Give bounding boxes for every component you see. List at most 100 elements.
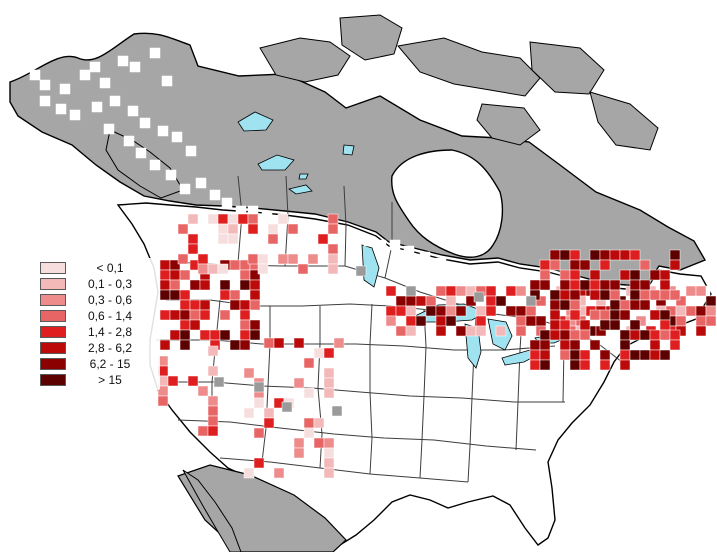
prairie-north-cell [217,263,229,275]
western-core-cell [239,279,251,291]
maritime-core-cell [569,359,581,371]
maritime-core-cell [649,339,661,351]
northeast-band-cell [425,305,437,317]
southwest-cell [303,357,315,369]
maritime-core-cell [599,319,611,331]
absence-cell [185,145,197,157]
western-core-cell [199,299,211,311]
absence-cell [127,105,139,117]
southwest-cell [243,467,255,479]
absence-cell [419,251,431,263]
maritime-core-cell [549,289,561,301]
southwest-cell [243,367,255,379]
absence-cell [195,177,207,189]
northeast-band-cell [515,305,527,317]
prairie-north-cell [257,263,269,275]
western-core-cell [179,329,191,341]
northeast-band-cell [405,295,417,307]
maritime-core-cell [579,319,591,331]
legend-item: < 0,1 [40,260,156,276]
maritime-core-cell [569,279,581,291]
maritime-core-cell [669,249,681,261]
southwest-cell [313,437,325,449]
arctic-island-4 [529,41,605,95]
lake-athabasca [288,184,313,195]
occupancy-grid-cells [29,47,717,479]
prairie-north-cell [257,253,269,265]
northeast-band-cell [685,285,697,297]
maritime-core-cell [559,319,571,331]
northeast-band-cell [445,315,457,327]
absence-cell [161,75,173,87]
maritime-core-cell [589,249,601,261]
prairie-north-cell [287,253,299,265]
northeast-band-cell [505,305,517,317]
maritime-core-cell [619,359,631,371]
pacific-cell [207,395,219,407]
maritime-core-cell [629,299,641,311]
prairie-north-cell [207,263,219,275]
absence-cell [59,83,71,95]
western-core-cell [179,339,191,351]
western-core-cell [169,269,181,281]
northeast-band-cell [695,315,707,327]
legend-item: 1,4 - 2,8 [40,324,156,340]
prairie-north-cell [267,223,279,235]
arctic-island-3 [397,37,541,97]
western-core-cell [199,329,211,341]
maritime-core-cell [589,339,601,351]
absence-cell [135,147,147,159]
maritime-core-cell [559,329,571,341]
maritime-core-cell [609,279,621,291]
western-core-cell [239,319,251,331]
absence-cell [349,231,361,243]
western-core-cell [239,329,251,341]
province-boundary-3 [343,185,347,267]
absence-cell [209,189,221,201]
legend-label: 6,2 - 15 [89,357,131,371]
maritime-core-cell [579,349,591,361]
maritime-core-cell [559,299,571,311]
maritime-core-cell [539,329,551,341]
western-core-cell [229,289,241,301]
pacific-cell [187,375,199,387]
southwest-cell [323,387,335,399]
maritime-core-cell [619,269,631,281]
maritime-core-cell [569,309,581,321]
western-core-cell [239,299,251,311]
western-core-cell [159,309,171,321]
maritime-core-cell [529,359,541,371]
northeast-band-cell [705,315,717,327]
northeast-band-cell [525,305,537,317]
maritime-core-cell [599,259,611,271]
maritime-core-cell [619,349,631,361]
maritime-core-cell [569,289,581,301]
prairie-north-cell [177,223,189,235]
absence-cell [39,95,51,107]
absence-cell [123,135,135,147]
legend-item: 6,2 - 15 [40,356,156,372]
western-core-cell [199,309,211,321]
absence-cell [103,123,115,135]
legend-label: 1,4 - 2,8 [87,325,133,339]
maritime-core-cell [659,329,671,341]
maritime-core-cell [549,329,561,341]
absence-cell [89,61,101,73]
western-core-cell [179,309,191,321]
northeast-band-cell [695,325,707,337]
western-core-cell [229,299,241,311]
prairie-north-cell [317,233,329,245]
great-bear-lake [237,111,274,132]
pacific-cell [207,405,219,417]
maritime-core-cell [569,329,581,341]
northeast-band-cell [535,315,547,327]
western-core-cell [239,339,251,351]
maritime-core-cell [579,359,591,371]
legend-swatch [40,358,66,370]
maritime-core-cell [599,289,611,301]
absence-cell [165,169,177,181]
no-data-cell [253,381,265,393]
maritime-core-cell [629,269,641,281]
maritime-core-cell [539,279,551,291]
